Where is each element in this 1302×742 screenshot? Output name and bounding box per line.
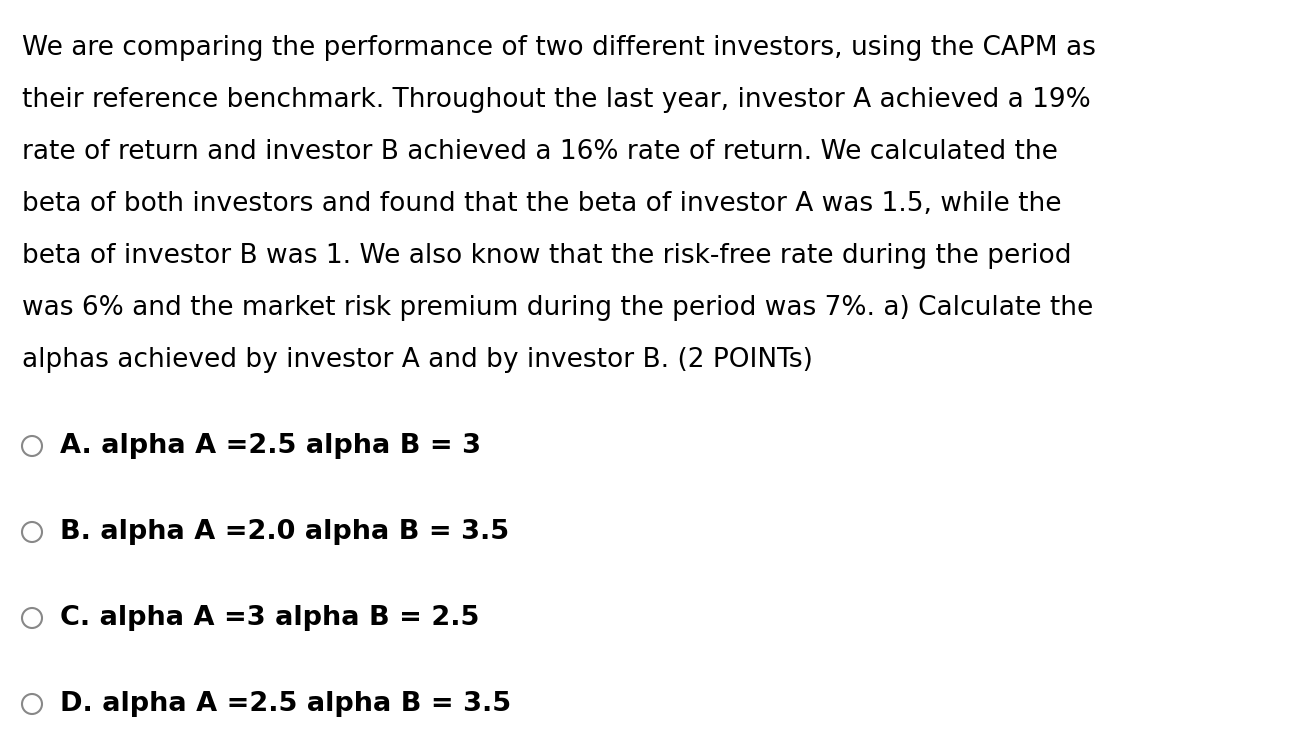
Text: was 6% and the market risk premium during the period was 7%. a) Calculate the: was 6% and the market risk premium durin… bbox=[22, 295, 1094, 321]
Text: C. alpha A =3 alpha B = 2.5: C. alpha A =3 alpha B = 2.5 bbox=[60, 605, 479, 631]
Text: alphas achieved by investor A and by investor B. (2 POINTs): alphas achieved by investor A and by inv… bbox=[22, 347, 812, 373]
Text: rate of return and investor B achieved a 16% rate of return. We calculated the: rate of return and investor B achieved a… bbox=[22, 139, 1057, 165]
Text: We are comparing the performance of two different investors, using the CAPM as: We are comparing the performance of two … bbox=[22, 35, 1096, 61]
Text: D. alpha A =2.5 alpha B = 3.5: D. alpha A =2.5 alpha B = 3.5 bbox=[60, 691, 512, 717]
Text: their reference benchmark. Throughout the last year, investor A achieved a 19%: their reference benchmark. Throughout th… bbox=[22, 87, 1091, 113]
Text: beta of both investors and found that the beta of investor A was 1.5, while the: beta of both investors and found that th… bbox=[22, 191, 1061, 217]
Text: beta of investor B was 1. We also know that the risk-free rate during the period: beta of investor B was 1. We also know t… bbox=[22, 243, 1072, 269]
Text: A. alpha A =2.5 alpha B = 3: A. alpha A =2.5 alpha B = 3 bbox=[60, 433, 480, 459]
Text: B. alpha A =2.0 alpha B = 3.5: B. alpha A =2.0 alpha B = 3.5 bbox=[60, 519, 509, 545]
